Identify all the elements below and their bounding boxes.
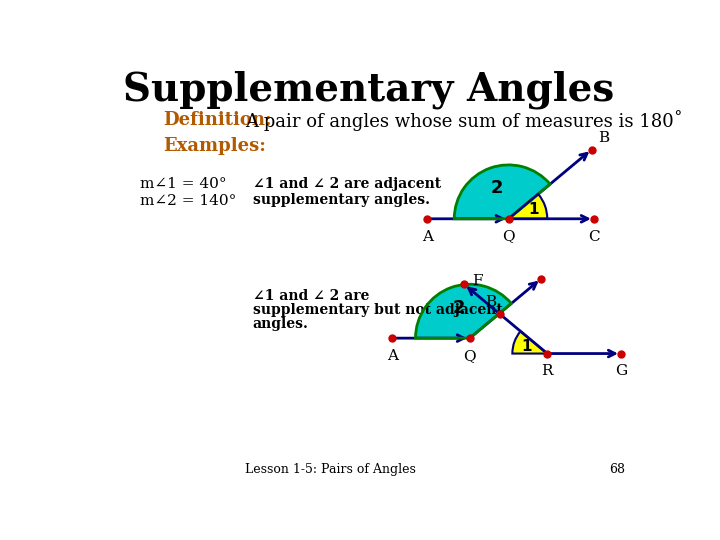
- Text: Q: Q: [502, 230, 515, 244]
- Text: 2: 2: [452, 299, 465, 317]
- Text: R: R: [541, 364, 553, 379]
- Text: A pair of angles whose sum of measures is 180˚: A pair of angles whose sum of measures i…: [245, 110, 683, 131]
- Text: 1: 1: [521, 339, 532, 354]
- Text: m∠2 = 140°: m∠2 = 140°: [140, 194, 237, 208]
- Text: supplementary but not adjacent: supplementary but not adjacent: [253, 302, 503, 316]
- Text: F: F: [472, 274, 482, 288]
- Wedge shape: [513, 331, 547, 354]
- Text: A: A: [387, 349, 397, 363]
- Text: Lesson 1-5: Pairs of Angles: Lesson 1-5: Pairs of Angles: [245, 463, 415, 476]
- Text: m∠1 = 40°: m∠1 = 40°: [140, 177, 227, 191]
- Text: 2: 2: [491, 179, 503, 198]
- Text: 68: 68: [609, 463, 625, 476]
- Text: ∠1 and ∠ 2 are: ∠1 and ∠ 2 are: [253, 289, 369, 303]
- Text: Supplementary Angles: Supplementary Angles: [123, 70, 615, 109]
- Text: angles.: angles.: [253, 316, 309, 330]
- Text: A: A: [422, 230, 433, 244]
- Wedge shape: [415, 284, 511, 338]
- Text: ∠1 and ∠ 2 are adjacent: ∠1 and ∠ 2 are adjacent: [253, 177, 441, 191]
- Text: supplementary angles.: supplementary angles.: [253, 193, 430, 206]
- Text: C: C: [588, 230, 600, 244]
- Text: G: G: [615, 364, 627, 379]
- Text: Examples:: Examples:: [163, 137, 266, 154]
- Wedge shape: [454, 165, 550, 219]
- Text: B: B: [598, 131, 609, 145]
- Text: B: B: [485, 295, 496, 309]
- Text: Q: Q: [464, 349, 476, 363]
- Text: Definition:: Definition:: [163, 111, 272, 129]
- Text: 1: 1: [528, 202, 539, 217]
- Wedge shape: [508, 194, 547, 219]
